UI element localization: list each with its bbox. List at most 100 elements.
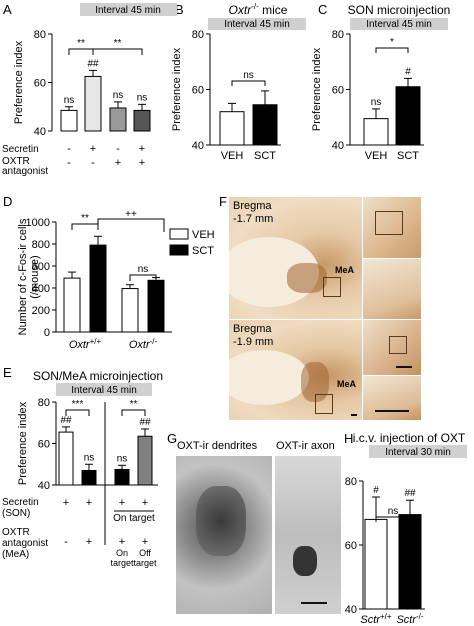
- x-tick-label-b: SCT: [254, 150, 276, 162]
- row-label-e: Secretin: [2, 497, 39, 508]
- y-tick-label-d: 400: [32, 283, 50, 295]
- panel-letter-c: C: [318, 2, 327, 17]
- sig-label-e: **: [130, 399, 138, 410]
- panel-b-title-genotype: -/-: [251, 2, 259, 11]
- sig-bracket-d: [97, 218, 165, 232]
- sig-label-b: ns: [243, 70, 254, 81]
- x-tick-label-c: VEH: [365, 150, 388, 162]
- legend-label-d: VEH: [192, 229, 215, 241]
- panel-h-header: Interval 30 min: [385, 447, 451, 458]
- sig-bracket-c: [375, 47, 409, 53]
- panel-h-title: i.c.v. injection of OXT: [353, 431, 466, 445]
- micrograph-inset-top-2: [363, 259, 421, 319]
- panel-a-header: Interval 45 min: [95, 5, 161, 16]
- y-tick-label-c: 80: [332, 29, 344, 41]
- panel-e-header: Interval 45 min: [71, 385, 137, 396]
- row-sign-e: +: [142, 536, 148, 548]
- row-sign-e: +: [142, 497, 148, 509]
- inset-box: [315, 394, 333, 414]
- y-tick-label-h: 40: [345, 604, 357, 616]
- panel-b-title: Oxtr-/- mice: [229, 2, 288, 17]
- sig-bracket-a: [68, 48, 94, 55]
- y-tick-label-h: 80: [345, 476, 357, 488]
- x-tick-label-b: VEH: [221, 150, 244, 162]
- bar-d: [121, 288, 139, 333]
- y-axis-label-c: Preference index: [311, 47, 323, 131]
- scale-bar: [375, 410, 409, 412]
- y-tick-label-d: 1000: [26, 217, 50, 229]
- bar-c: [363, 118, 389, 146]
- y-tick-label-c: 60: [332, 85, 344, 97]
- bar-e: [137, 435, 153, 486]
- panel-b-title-gene: Oxtr: [229, 3, 253, 17]
- panel-c-title: SON microinjection: [348, 3, 451, 17]
- y-axis-label-d: Number of c-Fos-ir cells: [17, 218, 29, 335]
- y-tick-label-e: 60: [38, 439, 50, 451]
- x-tick-label-genotype: +/+: [90, 337, 102, 346]
- y-tick-label-d: 600: [32, 261, 50, 273]
- sig-bracket-d: [71, 223, 99, 230]
- legend-swatch-d: [169, 228, 189, 240]
- bregma-label-top-line1: Bregma: [233, 200, 272, 212]
- em-label-dendrites: OXT-ir dendrites: [177, 440, 258, 452]
- em-structure: [196, 486, 246, 556]
- sub-label-e: target: [110, 558, 134, 568]
- panel-c-header-box: [350, 18, 448, 30]
- bar-d: [89, 244, 107, 333]
- sig-bracket-h: [375, 516, 411, 522]
- sig-label-a: **: [77, 38, 85, 49]
- micrograph-inset-top-1: [363, 197, 421, 258]
- panel-a-header-box: [80, 3, 177, 16]
- y-tick-label-d: 200: [32, 305, 50, 317]
- bar-e: [81, 469, 97, 486]
- x-tick-label-c: SCT: [397, 150, 419, 162]
- panel-b-header: Interval 45 min: [224, 19, 290, 30]
- bregma-label-top-line2: -1.7 mm: [233, 213, 274, 225]
- row-sign-e: -: [64, 536, 68, 548]
- bar-label-e: ns: [117, 453, 128, 464]
- x-tick-label-genotype: -/-: [416, 612, 424, 621]
- sig-bracket-e: [65, 409, 90, 416]
- y-axis-label-b: Preference index: [171, 47, 183, 131]
- sig-label-d: **: [81, 213, 89, 224]
- y-tick-label-a: 80: [34, 29, 46, 41]
- micrograph-inset-bottom-2: [363, 376, 421, 420]
- bar-label-a: ns: [137, 92, 148, 103]
- row-label-e: OXTR: [2, 527, 30, 538]
- panel-letter-h: H: [344, 431, 353, 446]
- row-sign-a: +: [139, 143, 145, 155]
- row-label-e: (MeA): [2, 549, 29, 560]
- sig-label-e: ***: [72, 399, 84, 410]
- row-sign-e: +: [63, 497, 69, 509]
- x-tick-label-h: Sctr-/-: [396, 612, 423, 626]
- bar-label-h: #: [373, 485, 379, 496]
- region-label-top: MeA: [335, 265, 355, 275]
- micrograph-bregma-1-9: Bregma -1.9 mm MeA: [229, 320, 362, 420]
- sig-bracket-e: [121, 409, 146, 416]
- panel-letter-a: A: [3, 2, 12, 17]
- row-sign-e: +: [86, 497, 92, 509]
- panel-letter-g: G: [167, 431, 177, 446]
- bar-e: [58, 431, 74, 486]
- y-tick-label-b: 80: [192, 29, 204, 41]
- panel-c-header: Interval 45 min: [366, 19, 432, 30]
- bar-b: [252, 104, 278, 146]
- bar-a: [60, 109, 78, 132]
- row-sign-a: +: [139, 157, 145, 169]
- bar-label-a: ns: [113, 90, 124, 101]
- row-sign-e: +: [119, 536, 125, 548]
- y-tick-label-b: 40: [192, 140, 204, 152]
- y-tick-label-e: 40: [38, 480, 50, 492]
- row-label-a: OXTR: [2, 156, 30, 167]
- y-axis-label-a: Preference index: [13, 40, 25, 124]
- bregma-label-bottom: Bregma -1.9 mm: [233, 323, 273, 349]
- bar-label-h: ##: [404, 488, 416, 499]
- sig-bracket-a: [92, 48, 143, 55]
- sig-label-c: *: [390, 37, 394, 48]
- x-tick-label-gene: Oxtr: [129, 339, 151, 351]
- panel-b-title-suffix: mice: [259, 3, 288, 17]
- em-label-axon: OXT-ir axon: [276, 440, 335, 452]
- on-target-label-e: On target: [113, 513, 155, 524]
- bar-h: [398, 514, 422, 610]
- row-sign-a: +: [115, 157, 121, 169]
